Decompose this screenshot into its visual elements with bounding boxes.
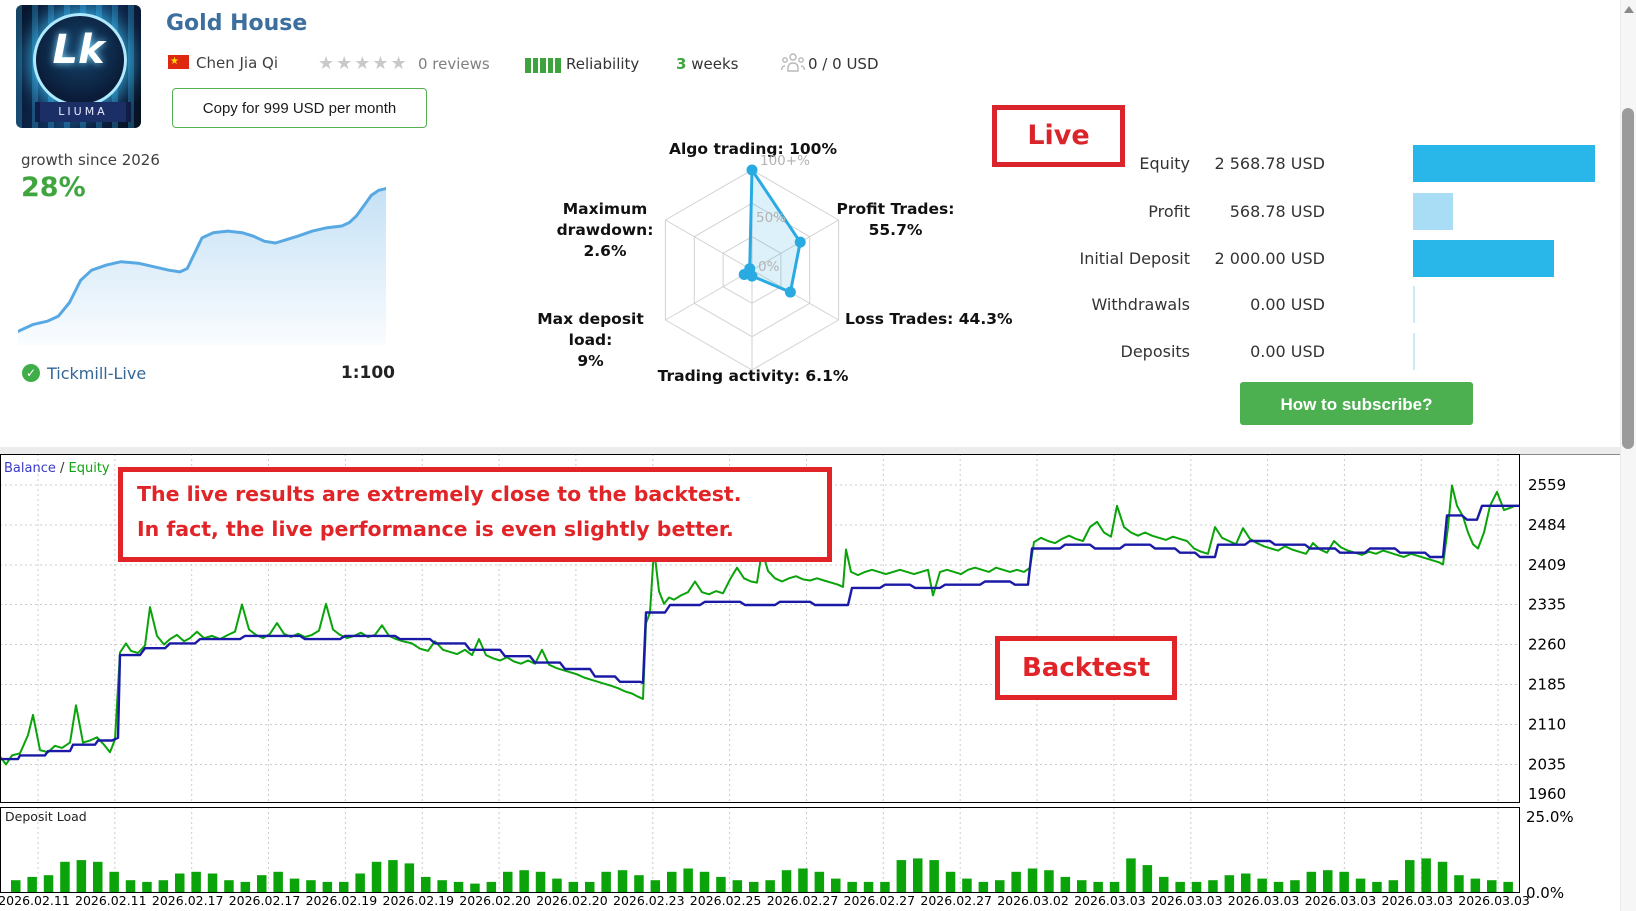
- reviews-link[interactable]: 0 reviews: [418, 55, 490, 73]
- svg-text:2026.02.19: 2026.02.19: [306, 893, 378, 908]
- backtest-badge: Backtest: [995, 636, 1177, 700]
- stat-bar-profit: [1413, 193, 1453, 230]
- svg-text:2026.02.17: 2026.02.17: [229, 893, 301, 908]
- radar-axis-profit-trades: Profit Trades: 55.7%: [836, 200, 955, 239]
- stat-label-equity: Equity: [1139, 154, 1190, 173]
- svg-text:2026.03.03: 2026.03.03: [1151, 893, 1223, 908]
- rating-stars-icon: ★★★★★: [318, 53, 409, 74]
- legend-balance: Balance: [4, 461, 56, 476]
- distribution-radar-chart: [664, 164, 840, 371]
- svg-text:2026.02.23: 2026.02.23: [613, 893, 685, 908]
- deposit-load-label: Deposit Load: [5, 809, 87, 824]
- svg-text:2026.02.20: 2026.02.20: [536, 893, 608, 908]
- radar-axis-maximum-drawdown: Maximum drawdown: 2.6%: [556, 200, 654, 260]
- broker-link[interactable]: Tickmill-Live: [47, 364, 147, 383]
- growth-caption: growth since 2026: [21, 151, 160, 169]
- radar-axis-algo-trading: Algo trading: 100%: [669, 140, 837, 158]
- balance-equity-chart: 2559 2484 2409 2335 2260 2185 2110 2035 1960 2026…: [0, 454, 1566, 908]
- svg-text:2559: 2559: [1528, 476, 1566, 494]
- stat-value-withdrawals: 0.00 USD: [1250, 295, 1325, 314]
- svg-text:2260: 2260: [1528, 636, 1566, 654]
- scrollbar-up-arrow-icon[interactable]: [1624, 6, 1634, 13]
- radar-axis-max-deposit-load: Max deposit load: 9%: [537, 310, 644, 370]
- stat-label-initial-deposit: Initial Deposit: [1079, 249, 1190, 268]
- annotation-line2: In fact, the live performance is even sl…: [137, 517, 734, 541]
- svg-text:2484: 2484: [1528, 516, 1566, 534]
- author-link[interactable]: Chen Jia Qi: [196, 54, 279, 72]
- svg-text:2026.02.19: 2026.02.19: [383, 893, 455, 908]
- logo-disc: [33, 13, 127, 107]
- svg-text:2026.02.20: 2026.02.20: [459, 893, 531, 908]
- how-to-subscribe-button[interactable]: How to subscribe?: [1240, 382, 1473, 425]
- svg-text:2185: 2185: [1528, 676, 1566, 694]
- logo-banner: LIUMA: [35, 102, 131, 122]
- verified-shield-icon: ✓: [22, 364, 40, 382]
- svg-text:2026.03.03: 2026.03.03: [1074, 893, 1146, 908]
- deposit-load-min-label: 0.0%: [1526, 884, 1565, 902]
- radar-ring-label-0: 0%: [758, 259, 780, 275]
- svg-text:2026.02.27: 2026.02.27: [920, 893, 992, 908]
- svg-text:2026.03.03: 2026.03.03: [1458, 893, 1530, 908]
- radar-axis-loss-trades: Loss Trades: 44.3%: [845, 310, 1013, 328]
- signal-logo: Lk LIUMA: [16, 5, 141, 128]
- svg-text:2035: 2035: [1528, 756, 1566, 774]
- svg-text:2335: 2335: [1528, 596, 1566, 614]
- svg-text:2409: 2409: [1528, 556, 1566, 574]
- annotation-line1: The live results are extremely close to …: [137, 482, 742, 506]
- live-badge: Live: [992, 105, 1125, 167]
- radar-axis-trading-activity: Trading activity: 6.1%: [657, 367, 849, 385]
- logo-monogram: Lk: [52, 27, 105, 73]
- page-title: Gold House: [166, 11, 308, 36]
- svg-text:2026.03.03: 2026.03.03: [1305, 893, 1377, 908]
- stat-bar-withdrawals: [1413, 286, 1415, 323]
- radar-ring-label-100: 100+%: [760, 153, 810, 169]
- stat-bar-equity: [1413, 145, 1595, 182]
- china-flag-icon: ★: [168, 55, 189, 69]
- svg-text:2110: 2110: [1528, 716, 1566, 734]
- age-number: 3: [676, 55, 687, 73]
- svg-text:2026.02.27: 2026.02.27: [844, 893, 916, 908]
- svg-text:2026.02.25: 2026.02.25: [690, 893, 762, 908]
- legend-equity: Equity: [68, 461, 110, 476]
- svg-text:2026.02.17: 2026.02.17: [152, 893, 224, 908]
- stat-value-deposits: 0.00 USD: [1250, 342, 1325, 361]
- radar-ring-label-50: 50%: [756, 210, 787, 226]
- subscribers-count: 0 / 0 USD: [808, 55, 879, 73]
- stat-label-deposits: Deposits: [1120, 342, 1191, 361]
- stat-value-profit: 568.78 USD: [1229, 202, 1325, 221]
- scrollbar-thumb[interactable]: [1622, 108, 1634, 449]
- signal-age: 3 weeks: [676, 55, 738, 73]
- deposit-load-max-label: 25.0%: [1526, 808, 1574, 826]
- stat-label-withdrawals: Withdrawals: [1091, 295, 1190, 314]
- copy-signal-button[interactable]: Copy for 999 USD per month: [172, 88, 427, 128]
- subscribers-icon: [780, 51, 806, 79]
- stat-bar-deposits: [1413, 333, 1415, 370]
- svg-text:2026.02.11: 2026.02.11: [75, 893, 147, 908]
- svg-text:2026.02.27: 2026.02.27: [767, 893, 839, 908]
- stat-bar-initial-deposit: [1413, 240, 1554, 277]
- age-unit: weeks: [691, 55, 739, 73]
- leverage-value: 1:100: [340, 363, 395, 383]
- svg-text:2026.02.11: 2026.02.11: [0, 893, 70, 908]
- svg-text:2026.03.03: 2026.03.03: [1228, 893, 1300, 908]
- reliability-bars-icon: [525, 58, 565, 73]
- stat-label-profit: Profit: [1148, 202, 1190, 221]
- stat-value-equity: 2 568.78 USD: [1214, 154, 1325, 173]
- reliability-label: Reliability: [566, 55, 640, 73]
- svg-text:2026.03.02: 2026.03.02: [997, 893, 1069, 908]
- annotation-box: The live results are extremely close to …: [118, 467, 832, 562]
- growth-value: 28%: [21, 172, 86, 203]
- svg-text:1960: 1960: [1528, 785, 1566, 803]
- svg-text:2026.03.03: 2026.03.03: [1382, 893, 1454, 908]
- chart-legend: Balance / Equity: [4, 461, 110, 476]
- stat-value-initial-deposit: 2 000.00 USD: [1214, 249, 1325, 268]
- growth-sparkline-chart: [18, 187, 386, 345]
